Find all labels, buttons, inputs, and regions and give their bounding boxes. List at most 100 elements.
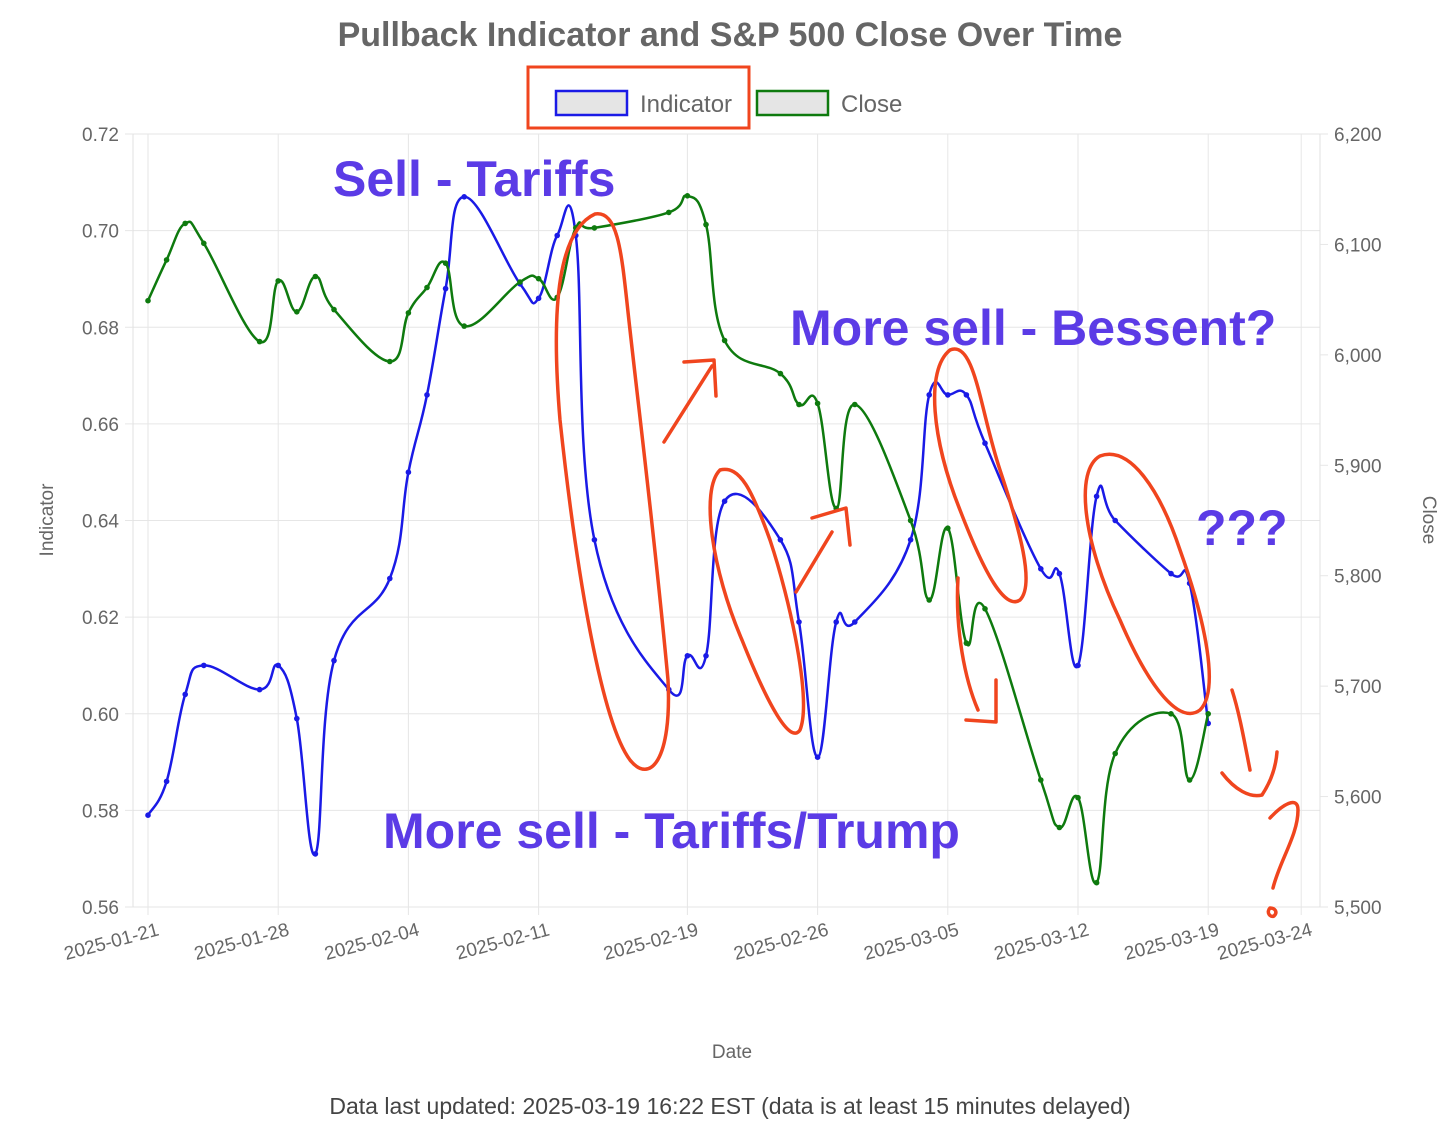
- data-point-close[interactable]: [312, 273, 319, 280]
- data-point-close[interactable]: [591, 225, 598, 231]
- data-point-close[interactable]: [666, 209, 672, 216]
- legend-highlight-box: [526, 65, 751, 130]
- x-tick-label: 2025-02-26: [732, 920, 831, 965]
- data-point-indicator[interactable]: [1093, 493, 1100, 500]
- footer-last-updated: Data last updated: 2025-03-19 16:22 EST …: [329, 1093, 1130, 1119]
- data-point-close[interactable]: [796, 401, 802, 408]
- y-right-tick-label: 5,900: [1334, 456, 1382, 477]
- data-point-close[interactable]: [256, 338, 263, 345]
- data-point-indicator[interactable]: [424, 392, 430, 398]
- series-line-indicator: [146, 195, 1210, 856]
- data-point-close[interactable]: [535, 275, 542, 282]
- y-right-tick-label: 5,700: [1334, 677, 1382, 698]
- data-point-close[interactable]: [331, 306, 337, 313]
- data-point-indicator[interactable]: [1112, 517, 1118, 524]
- arrow-mark-feb-up: [662, 358, 718, 444]
- data-point-indicator[interactable]: [963, 392, 970, 398]
- annotation-question-marks: ???: [1196, 500, 1288, 556]
- data-point-indicator[interactable]: [833, 619, 839, 625]
- data-point-close[interactable]: [201, 240, 207, 247]
- data-point-indicator[interactable]: [1075, 662, 1081, 669]
- data-point-close[interactable]: [982, 606, 988, 612]
- x-tick-label: 2025-03-24: [1215, 919, 1315, 965]
- legend-label-indicator: Indicator: [640, 91, 732, 118]
- data-point-indicator[interactable]: [796, 619, 802, 625]
- data-point-indicator[interactable]: [703, 653, 709, 659]
- legend-item-indicator[interactable]: Indicator: [554, 89, 732, 118]
- data-point-close[interactable]: [1112, 750, 1118, 757]
- data-point-indicator[interactable]: [201, 662, 207, 669]
- data-point-indicator[interactable]: [145, 812, 151, 818]
- x-tick-label: 2025-01-28: [192, 920, 291, 965]
- data-point-close[interactable]: [1186, 777, 1193, 783]
- annotation-more-sell-bessent: More sell - Bessent?: [790, 300, 1276, 356]
- y-left-tick-label: 0.70: [82, 222, 119, 243]
- data-point-indicator[interactable]: [1168, 570, 1174, 577]
- data-point-close[interactable]: [424, 284, 430, 291]
- data-point-close[interactable]: [852, 401, 858, 408]
- data-point-close[interactable]: [461, 323, 468, 329]
- data-point-indicator[interactable]: [814, 754, 821, 760]
- y-axis-right-ticks: 6,200 6,100 6,000 5,900 5,800 5,700 5,600 5,500: [1320, 125, 1382, 919]
- data-point-close[interactable]: [703, 221, 709, 228]
- data-point-close[interactable]: [945, 525, 951, 531]
- data-point-indicator[interactable]: [461, 194, 468, 200]
- data-point-close[interactable]: [1205, 711, 1211, 717]
- x-tick-label: 2025-03-05: [862, 920, 961, 965]
- data-point-close[interactable]: [721, 337, 728, 344]
- data-point-close[interactable]: [387, 358, 393, 365]
- series-line-close: [146, 194, 1210, 885]
- data-point-indicator[interactable]: [684, 653, 691, 659]
- data-point-close[interactable]: [294, 309, 300, 315]
- data-point-close[interactable]: [814, 400, 821, 407]
- x-tick-label: 2025-02-04: [322, 919, 422, 965]
- data-point-indicator[interactable]: [182, 691, 188, 698]
- data-point-indicator[interactable]: [926, 392, 932, 398]
- data-point-indicator[interactable]: [1056, 570, 1063, 577]
- data-point-close[interactable]: [163, 257, 170, 263]
- data-point-close[interactable]: [1075, 794, 1081, 801]
- x-tick-label: 2025-03-19: [1122, 920, 1221, 965]
- circle-mark-feb-late: [708, 467, 806, 735]
- data-point-indicator[interactable]: [591, 537, 598, 543]
- data-point-close[interactable]: [907, 517, 914, 524]
- y-left-tick-label: 0.60: [82, 705, 119, 726]
- data-point-close[interactable]: [405, 310, 412, 316]
- data-point-indicator[interactable]: [982, 440, 988, 447]
- x-axis-label: Date: [712, 1042, 752, 1063]
- data-point-indicator[interactable]: [256, 686, 263, 693]
- x-tick-label: 2025-02-19: [601, 920, 700, 965]
- data-point-close[interactable]: [1056, 824, 1063, 831]
- data-point-indicator[interactable]: [907, 537, 914, 543]
- data-point-indicator[interactable]: [554, 232, 560, 239]
- data-point-indicator[interactable]: [535, 295, 542, 302]
- data-point-indicator[interactable]: [852, 619, 858, 625]
- legend-item-close[interactable]: Close: [755, 89, 902, 118]
- data-point-close[interactable]: [275, 278, 282, 284]
- series-layer: [145, 193, 1211, 886]
- data-point-indicator[interactable]: [1038, 566, 1044, 572]
- data-point-indicator[interactable]: [275, 662, 282, 669]
- data-point-indicator[interactable]: [777, 537, 784, 543]
- data-point-indicator[interactable]: [721, 498, 728, 505]
- data-point-close[interactable]: [442, 260, 449, 267]
- data-point-close[interactable]: [1038, 777, 1044, 783]
- data-point-close[interactable]: [926, 597, 932, 603]
- data-point-close[interactable]: [684, 193, 691, 199]
- data-point-close[interactable]: [182, 220, 188, 227]
- data-point-close[interactable]: [1168, 711, 1174, 717]
- data-point-indicator[interactable]: [163, 778, 170, 785]
- data-point-indicator[interactable]: [442, 285, 449, 292]
- data-point-indicator[interactable]: [387, 575, 393, 582]
- y-left-tick-label: 0.72: [82, 125, 119, 146]
- data-point-close[interactable]: [1093, 879, 1100, 886]
- data-point-close[interactable]: [517, 279, 523, 285]
- data-point-indicator[interactable]: [405, 469, 412, 476]
- data-point-indicator[interactable]: [312, 851, 319, 857]
- data-point-close[interactable]: [777, 370, 784, 377]
- data-point-indicator[interactable]: [294, 715, 300, 722]
- data-point-close[interactable]: [145, 297, 151, 304]
- data-point-indicator[interactable]: [945, 392, 951, 398]
- data-point-indicator[interactable]: [331, 657, 337, 664]
- data-point-close[interactable]: [963, 640, 970, 646]
